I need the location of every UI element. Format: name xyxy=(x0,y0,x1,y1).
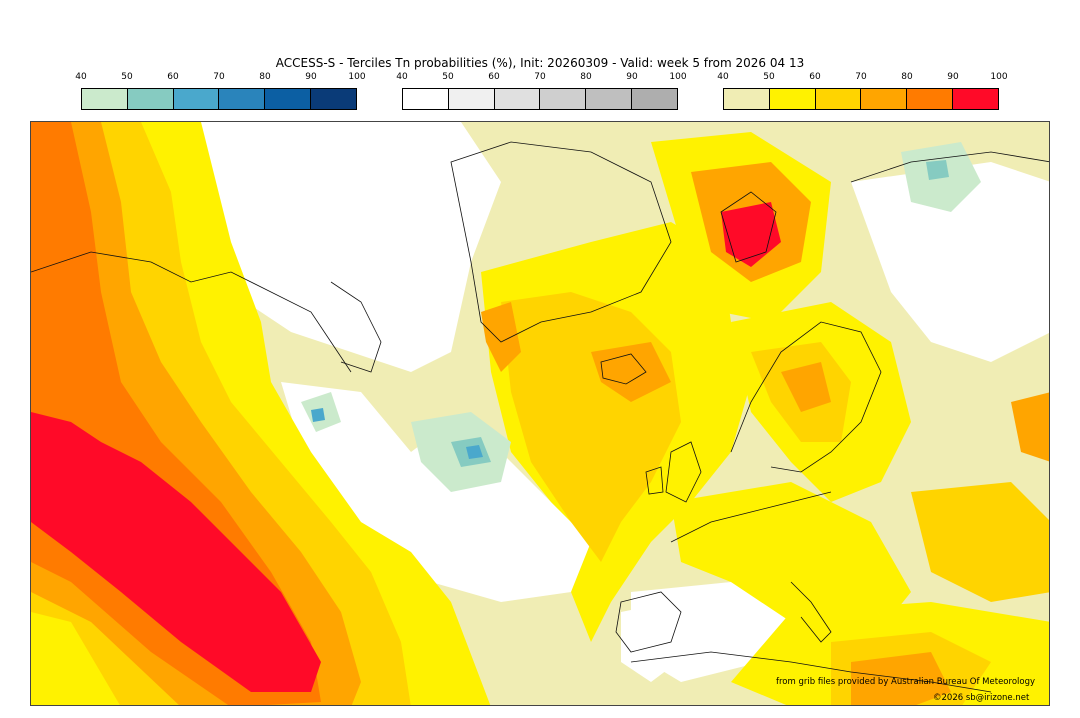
colorbar-swatch xyxy=(540,89,587,109)
colorbar-swatch xyxy=(219,89,266,109)
orange-east-edge xyxy=(1011,392,1049,462)
colorbar-above xyxy=(723,88,999,110)
probability-map[interactable] xyxy=(30,121,1050,706)
colorbar-swatch xyxy=(311,89,356,109)
colorbar-swatch xyxy=(448,89,495,109)
tick-label: 60 xyxy=(809,72,821,82)
white-region-atlantic xyxy=(281,382,591,602)
tick-label: 60 xyxy=(167,72,179,82)
tick-label: 60 xyxy=(488,72,500,82)
red-core-west xyxy=(31,412,321,692)
colorbar-swatch xyxy=(632,89,677,109)
colorbar-swatch xyxy=(861,89,908,109)
colorbar-swatch xyxy=(907,89,954,109)
coastlines xyxy=(31,141,1049,693)
colorbar-swatch xyxy=(769,89,816,109)
tick-label: 80 xyxy=(901,72,913,82)
tick-label: 70 xyxy=(534,72,546,82)
colorbar-below-ticks: 40 50 60 70 80 90 100 xyxy=(75,72,365,84)
tick-label: 80 xyxy=(259,72,271,82)
coast-hudson xyxy=(330,281,382,373)
tick-label: 90 xyxy=(626,72,638,82)
white-region-iberia xyxy=(621,602,691,682)
colorbar-above-ticks: 40 50 60 70 80 90 100 xyxy=(717,72,1007,84)
coast-africa xyxy=(630,651,992,693)
colorbar-swatch xyxy=(82,89,128,109)
tick-label: 100 xyxy=(348,72,366,82)
coast-svalbard xyxy=(720,191,777,263)
teal-patch-east xyxy=(926,160,949,180)
white-region-east xyxy=(851,162,1049,362)
copyright-credit: ©2026 sb@irizone.net xyxy=(933,693,1030,703)
tick-label: 90 xyxy=(305,72,317,82)
tick-label: 100 xyxy=(990,72,1008,82)
colorbar-swatch xyxy=(127,89,174,109)
colorbar-swatch xyxy=(815,89,862,109)
colorbar-swatch xyxy=(586,89,633,109)
coast-russia-arctic xyxy=(850,151,1049,183)
tick-label: 50 xyxy=(121,72,133,82)
coast-europe xyxy=(670,491,832,543)
tick-label: 40 xyxy=(717,72,729,82)
coast-italy xyxy=(790,581,832,643)
map-title: ACCESS-S - Terciles Tn probabilities (%)… xyxy=(275,56,805,70)
tick-label: 40 xyxy=(396,72,408,82)
colorbar-normal xyxy=(402,88,678,110)
colorbar-swatch xyxy=(265,89,312,109)
tick-label: 40 xyxy=(75,72,87,82)
coast-iceland xyxy=(600,353,647,385)
gold-europe xyxy=(911,482,1049,602)
source-credit: from grib files provided by Australian B… xyxy=(776,677,1036,687)
coast-greenland xyxy=(450,141,672,343)
orange-iceland xyxy=(591,342,671,402)
coast-scandinavia xyxy=(730,321,882,473)
colorbar-swatch xyxy=(403,89,449,109)
tick-label: 70 xyxy=(855,72,867,82)
tick-label: 100 xyxy=(669,72,687,82)
coast-british-isles xyxy=(665,441,702,503)
tick-label: 50 xyxy=(442,72,454,82)
colorbar-below xyxy=(81,88,357,110)
tick-label: 90 xyxy=(947,72,959,82)
tick-label: 50 xyxy=(763,72,775,82)
tick-label: 80 xyxy=(580,72,592,82)
colorbar-swatch xyxy=(173,89,220,109)
colorbar-normal-ticks: 40 50 60 70 80 90 100 xyxy=(396,72,686,84)
colorbar-swatch xyxy=(953,89,998,109)
coast-ireland xyxy=(645,466,664,495)
orange-greenland-east xyxy=(481,302,521,372)
coast-north-america xyxy=(31,251,352,373)
orange-finland xyxy=(781,362,831,412)
blue-patch-labrador xyxy=(311,408,325,422)
yellow-central-europe xyxy=(671,482,911,642)
coast-iberia xyxy=(615,591,682,653)
colorbar-swatch xyxy=(724,89,770,109)
white-region-arctic xyxy=(201,122,501,372)
tick-label: 70 xyxy=(213,72,225,82)
colorbar-swatch xyxy=(494,89,541,109)
blue-patch-atlantic xyxy=(466,445,483,459)
